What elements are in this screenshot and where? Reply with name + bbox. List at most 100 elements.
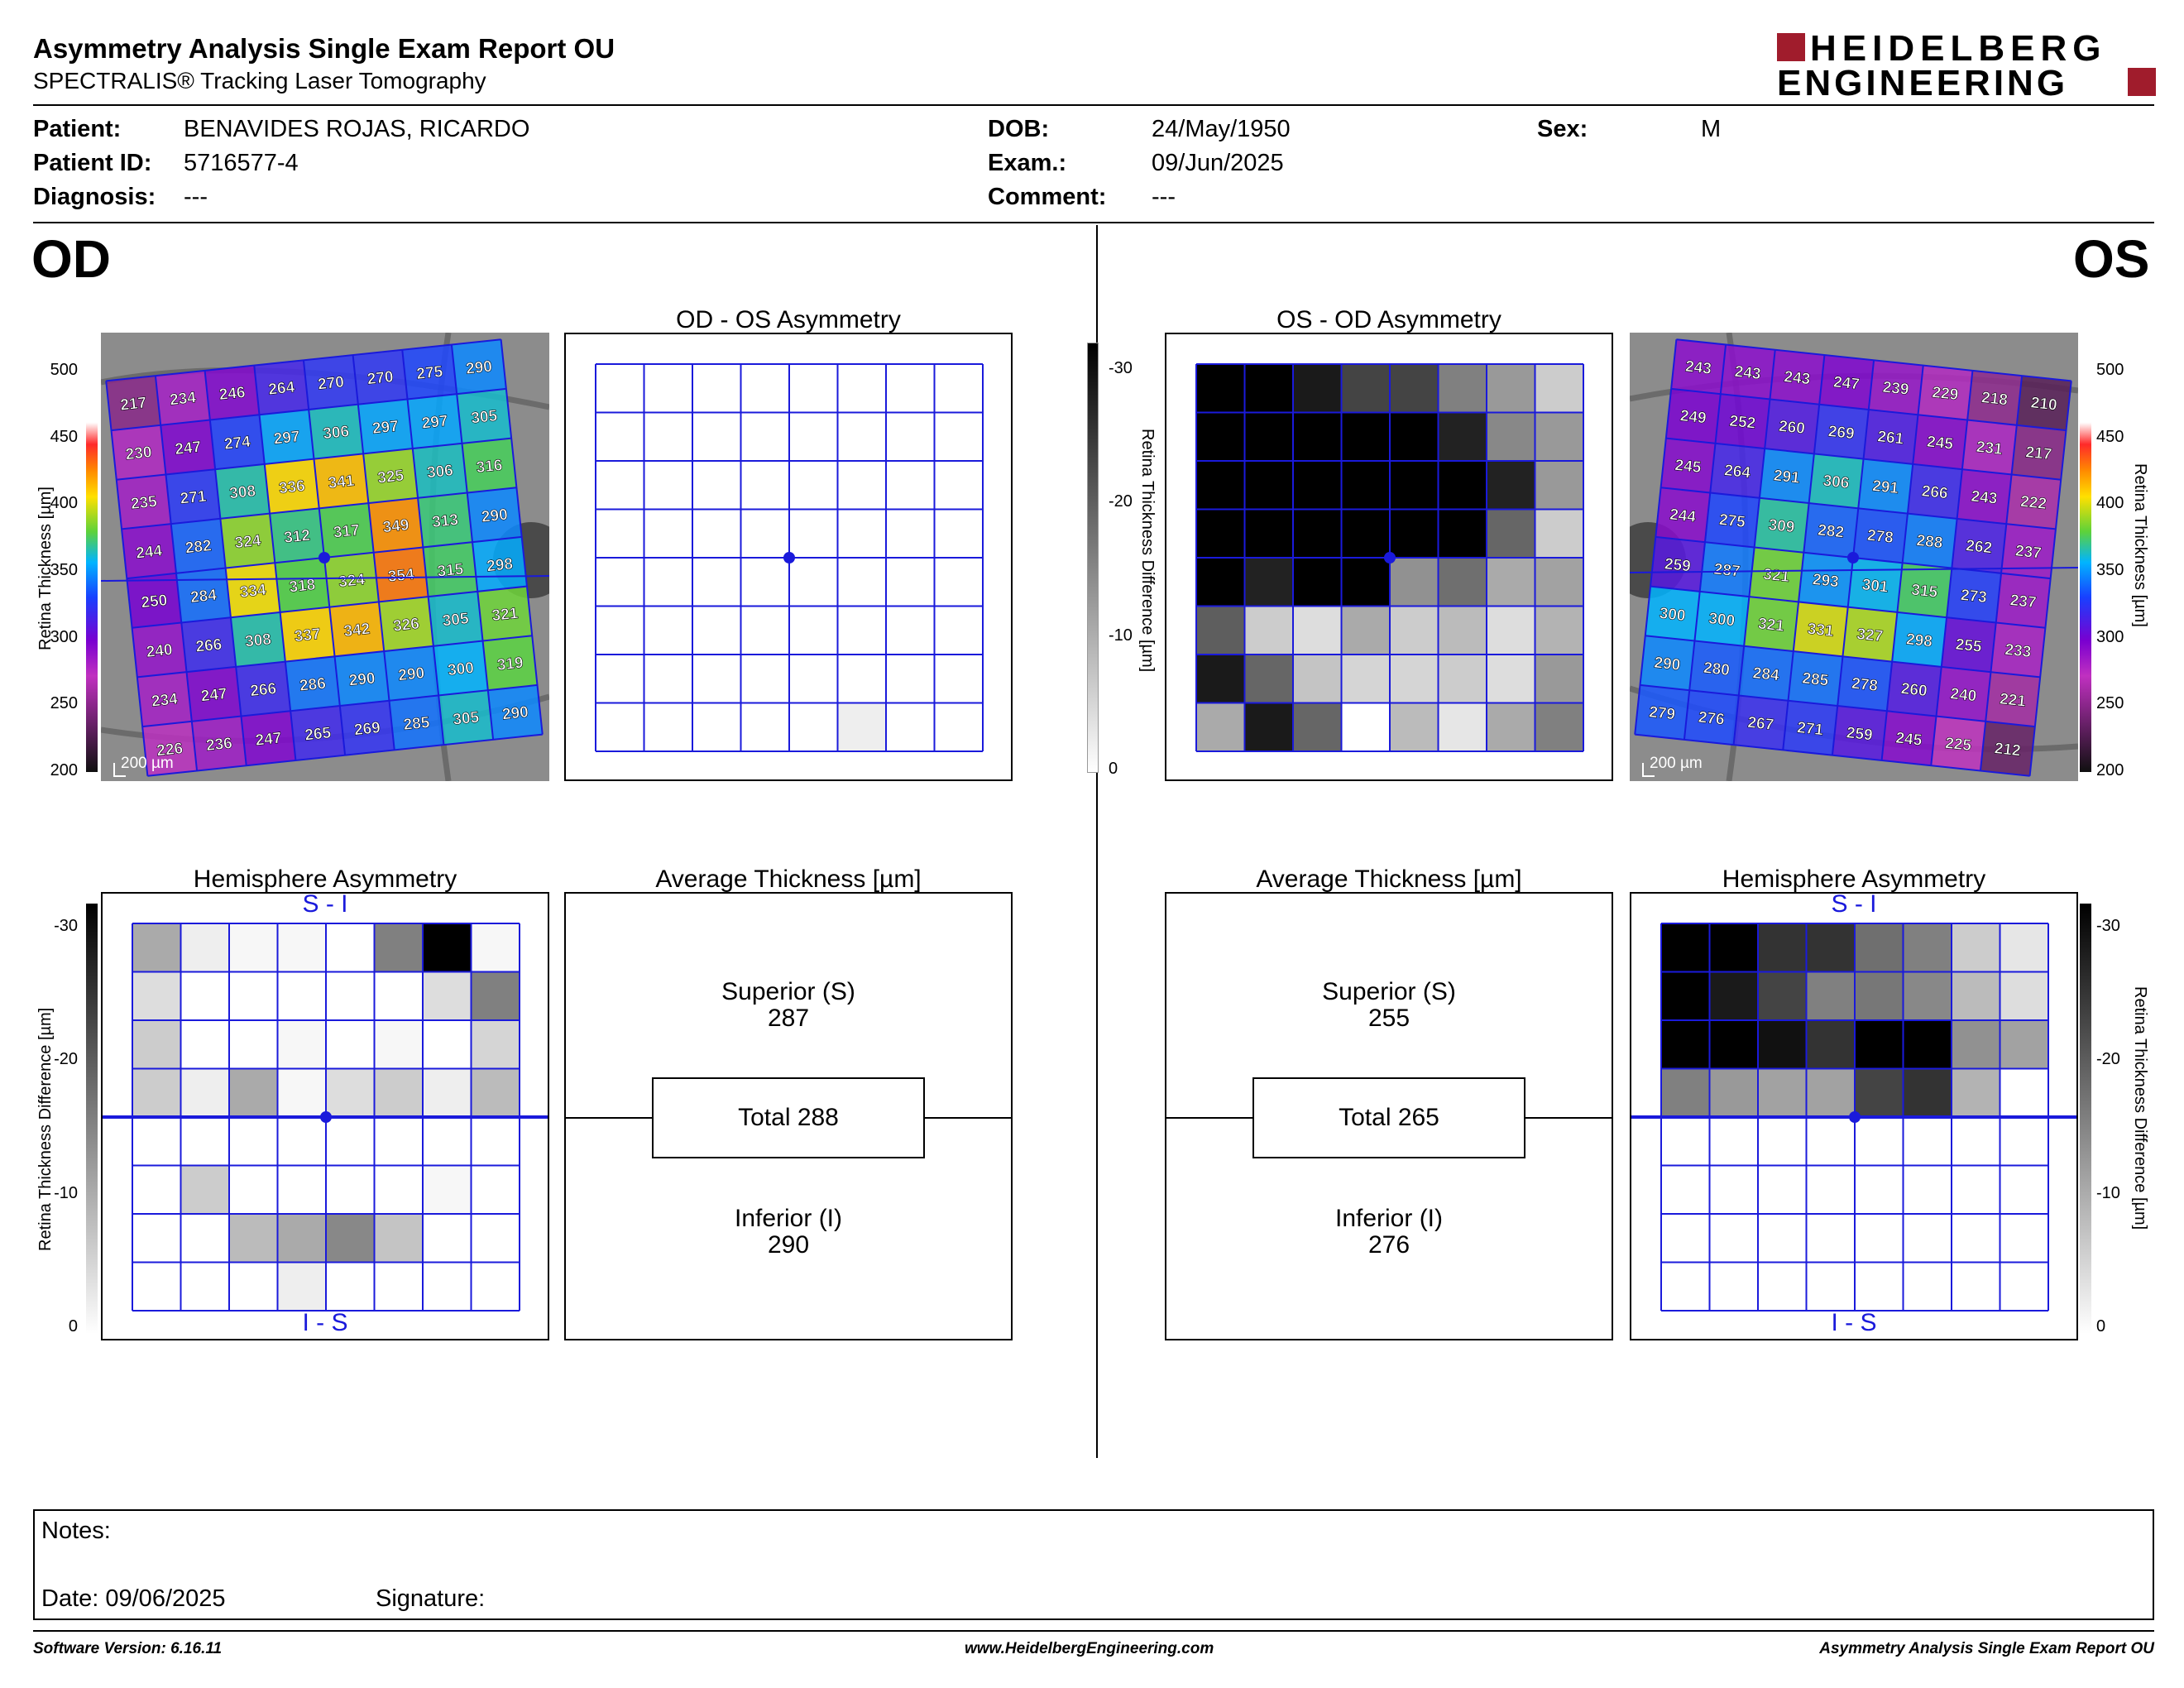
os-thickness-value: 247: [1832, 373, 1861, 393]
os-thickness-value: 210: [2030, 394, 2058, 414]
od-thickness-value: 244: [135, 542, 163, 562]
od-hemisphere-cell: [423, 1262, 472, 1311]
od-thickness-cell: [127, 573, 182, 628]
od-thickness-cell: [384, 645, 439, 701]
od-hemisphere-cell: [277, 1165, 326, 1214]
od-os-asymmetry-cell: [596, 364, 644, 413]
os-hemisphere-cell: [1758, 1020, 1807, 1069]
od-thickness-value: 313: [431, 511, 459, 531]
os-thickness-cell: [1640, 635, 1695, 691]
os-od-asymmetry-cell: [1487, 655, 1535, 703]
od-thickness-value: 290: [397, 664, 425, 684]
od-thickness-cell: [160, 420, 216, 475]
os-thickness-cell: [1744, 597, 1799, 652]
comment-value: ---: [1152, 184, 1176, 210]
od-thickness-value: 274: [223, 434, 251, 453]
os-od-asymmetry-cell: [1244, 364, 1293, 413]
os-od-asymmetry-grid: [1195, 363, 1584, 752]
os-thickness-tick: 300: [2096, 627, 2124, 646]
website-url: www.HeidelbergEngineering.com: [965, 1640, 1214, 1657]
os-hemisphere-panel: S - I I - S: [1630, 890, 2078, 1340]
os-hemisphere-cell: [1903, 971, 1952, 1020]
os-od-asymmetry-cell: [1390, 509, 1439, 558]
os-thickness-value: 225: [1944, 735, 1972, 755]
od-superior-value: 287: [767, 1005, 810, 1032]
os-thickness-tick: 250: [2096, 694, 2124, 713]
patient-label: Patient:: [33, 116, 122, 142]
os-thickness-cell: [1952, 518, 2007, 573]
od-hemisphere-cell: [471, 1117, 520, 1166]
os-hemisphere-tick: -30: [2096, 917, 2120, 935]
od-hemisphere-cell: [374, 923, 423, 972]
os-total-value: Total 265: [1339, 1104, 1439, 1131]
od-grid-group: 217 234 246 264 270 270 275 290 230 247 274 297 306 2…: [105, 338, 544, 777]
od-thickness-value: 217: [119, 394, 147, 414]
center-difference-tick: -10: [1109, 626, 1133, 645]
os-hemisphere-cell: [1806, 1262, 1855, 1311]
od-thickness-value: 325: [376, 467, 405, 487]
os-thickness-value: 301: [1861, 576, 1889, 596]
od-thickness-value: 270: [317, 373, 345, 393]
od-gridline: [352, 354, 395, 750]
os-thickness-cell: [1808, 453, 1864, 509]
od-thickness-cell: [165, 469, 221, 525]
od-hemisphere-cell: [180, 923, 229, 972]
od-thickness-value: 234: [169, 389, 197, 409]
od-hemisphere-tick: -20: [54, 1050, 78, 1069]
os-thickness-cell: [1913, 415, 1968, 470]
od-hemisphere-cell: [132, 1117, 181, 1166]
os-thickness-value: 249: [1679, 407, 1707, 427]
od-os-asymmetry-cell: [837, 703, 886, 751]
logo-line1: HEIDELBERG: [1810, 28, 2107, 69]
os-thickness-value: 269: [1827, 423, 1856, 443]
os-hemisphere-cell: [2000, 1020, 2048, 1069]
os-thickness-value: 252: [1728, 413, 1756, 433]
os-thickness-value: 331: [1807, 621, 1835, 640]
od-scale-bar-label: 200 µm: [121, 755, 174, 772]
od-thickness-value: 226: [156, 740, 184, 760]
od-thickness-tick: 450: [50, 427, 78, 446]
od-thickness-cell: [209, 415, 265, 470]
os-od-asymmetry-cell: [1390, 606, 1439, 655]
os-thickness-value: 279: [1648, 703, 1676, 723]
os-superior-label: Superior (S): [1322, 978, 1456, 1005]
os-thickness-cell: [1650, 536, 1705, 592]
od-thickness-value: 290: [465, 358, 493, 378]
od-os-asymmetry-cell: [644, 655, 692, 703]
od-hemisphere-cell: [423, 1117, 472, 1166]
os-thickness-cell: [2011, 424, 2067, 480]
od-os-asymmetry-cell: [644, 364, 692, 413]
od-thickness-value: 265: [304, 724, 332, 744]
od-hemisphere-colorbar: [86, 904, 98, 1334]
os-hemisphere-cell: [1806, 1214, 1855, 1263]
od-thickness-cell: [186, 666, 242, 722]
od-hemisphere-cell: [180, 1020, 229, 1069]
os-hemisphere-cell: [1709, 1165, 1758, 1214]
od-os-asymmetry-cell: [692, 412, 741, 461]
os-hemisphere-cell: [1709, 923, 1758, 972]
od-hemisphere-cell: [277, 1117, 326, 1166]
od-thickness-value: 336: [278, 477, 306, 497]
notes-box[interactable]: Notes: Date: 09/06/2025 Signature:: [33, 1509, 2154, 1620]
os-od-asymmetry-cell: [1535, 364, 1583, 413]
os-gridline: [1880, 365, 1924, 761]
os-hemisphere-cell: [1661, 1068, 1710, 1117]
od-hemisphere-cell: [132, 1068, 181, 1117]
os-od-asymmetry-cell: [1196, 606, 1245, 655]
od-thickness-cell: [339, 700, 395, 755]
od-os-asymmetry-cell: [934, 655, 983, 703]
os-od-asymmetry-cell: [1438, 655, 1487, 703]
os-od-asymmetry-cell: [1535, 509, 1583, 558]
od-thickness-cell: [116, 474, 171, 530]
os-hemisphere-cell: [1952, 1020, 2000, 1069]
od-hemisphere-fovea-dot: [320, 1111, 332, 1123]
os-horizontal-axis: [1630, 567, 2078, 573]
os-thickness-cell: [1788, 651, 1843, 707]
od-hemisphere-cell: [326, 1020, 375, 1069]
os-gridline: [2028, 381, 2072, 776]
od-thickness-cell: [132, 622, 187, 678]
od-thickness-value: 284: [189, 587, 218, 607]
os-hemisphere-cell: [1952, 1165, 2000, 1214]
od-os-asymmetry-cell: [789, 364, 838, 413]
os-hemisphere-axis-label: Retina Thickness Difference [µm]: [2131, 986, 2149, 1230]
